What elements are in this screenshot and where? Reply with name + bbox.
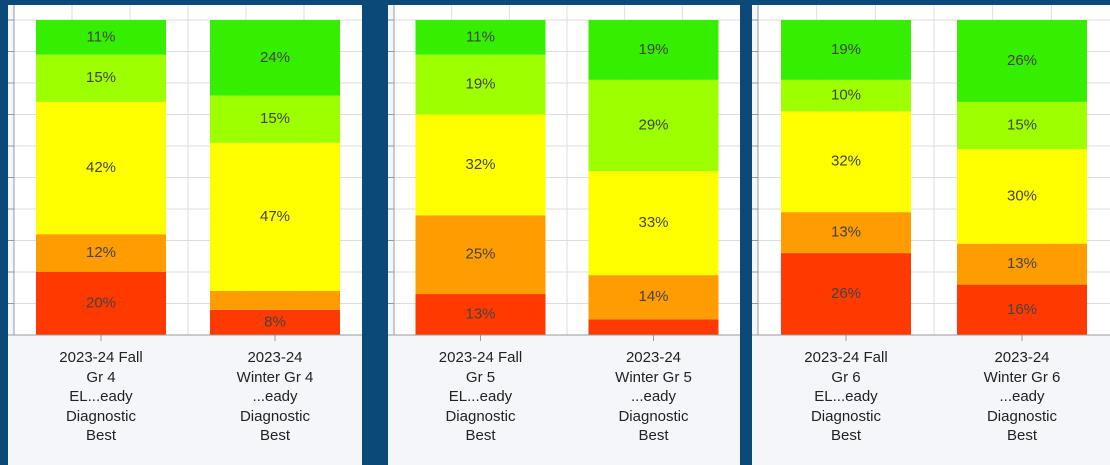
value-label: 11% [87, 28, 116, 45]
value-label: 47% [260, 208, 290, 225]
bar-segment [36, 234, 166, 272]
bar-segment [415, 215, 546, 295]
value-label: 24% [260, 49, 290, 66]
bar-segment [588, 20, 719, 80]
x-tick-label: 2023-24 Winter Gr 4 ...eady Diagnostic B… [236, 349, 314, 444]
value-label: 33% [638, 214, 668, 231]
value-label: 16% [1007, 301, 1037, 318]
bar-segment [957, 243, 1087, 285]
bar-segment [588, 319, 719, 335]
value-label: 42% [86, 159, 116, 176]
bar-segment [210, 95, 340, 143]
chart: 13% 25% 32% 19% 11% 14% 33% 29% 19% [388, 5, 740, 341]
bar-segment [957, 149, 1087, 244]
value-label: 26% [1007, 52, 1037, 69]
value-label: 11% [466, 28, 495, 45]
bar-segment [588, 275, 719, 320]
chart: 20% 12% 42% 15% 11% 8% 47% 15% 24% [8, 5, 362, 341]
value-label: 13% [831, 224, 861, 241]
bar-segment [957, 284, 1087, 335]
bar-segment [588, 79, 719, 172]
bar-segment [415, 294, 546, 335]
value-label: 32% [831, 153, 861, 170]
bar-segment [415, 114, 546, 216]
value-label: 12% [86, 244, 116, 261]
bar-segment [210, 309, 340, 335]
chart-panel: 13% 25% 32% 19% 11% 14% 33% 29% 19% 2023-24 Fall … [388, 5, 740, 465]
chart: 26% 13% 32% 10% 19% 16% 13% 30% 15% 26% [752, 5, 1110, 341]
bar-segment [781, 79, 911, 112]
bar-segment [210, 20, 340, 96]
bar-segment [415, 54, 546, 115]
bar-segment [36, 101, 166, 235]
x-tick-label: 2023-24 Fall Gr 6 EL...eady Diagnostic B… [804, 349, 888, 444]
value-label: 25% [465, 246, 495, 263]
value-label: 29% [638, 116, 668, 133]
value-label: 13% [1007, 255, 1037, 272]
bar-segment [781, 212, 911, 254]
value-label: 19% [465, 76, 495, 93]
chart-panel: 20% 12% 42% 15% 11% 8% 47% 15% 24% 2023-24 Fall G… [8, 5, 362, 465]
bar-segment [781, 111, 911, 213]
value-label: 32% [465, 156, 495, 173]
bar-segment [781, 253, 911, 335]
x-tick-label: 2023-24 Fall Gr 4 EL...eady Diagnostic B… [59, 349, 143, 444]
value-label: 15% [1007, 116, 1037, 133]
value-label: 15% [86, 69, 116, 86]
value-label: 26% [831, 285, 861, 302]
bar-segment [36, 20, 166, 55]
value-label: 14% [638, 288, 668, 305]
value-label: 30% [1007, 187, 1037, 204]
bar-segment [781, 20, 911, 80]
value-label: 15% [260, 110, 290, 127]
bar-segment [957, 101, 1087, 150]
bar-segment [210, 142, 340, 291]
value-label: 13% [465, 305, 495, 322]
bar-segment [210, 290, 340, 310]
x-tick-label: 2023-24 Fall Gr 5 EL...eady Diagnostic B… [438, 349, 523, 444]
x-tick-label: 2023-24 Winter Gr 6 ...eady Diagnostic B… [983, 349, 1061, 444]
bar-segment [588, 171, 719, 276]
bar-segment [36, 54, 166, 102]
x-tick-label: 2023-24 Winter Gr 5 ...eady Diagnostic B… [615, 349, 692, 444]
bar-segment [36, 272, 166, 335]
value-label: 19% [638, 41, 668, 58]
value-label: 8% [264, 313, 286, 330]
chart-panel: 26% 13% 32% 10% 19% 16% 13% 30% 15% 26% 2023-24 Fa… [752, 5, 1110, 465]
value-label: 10% [831, 87, 861, 104]
bar-segment [415, 20, 546, 55]
value-label: 20% [86, 294, 116, 311]
value-label: 19% [831, 41, 861, 58]
bar-segment [957, 20, 1087, 102]
